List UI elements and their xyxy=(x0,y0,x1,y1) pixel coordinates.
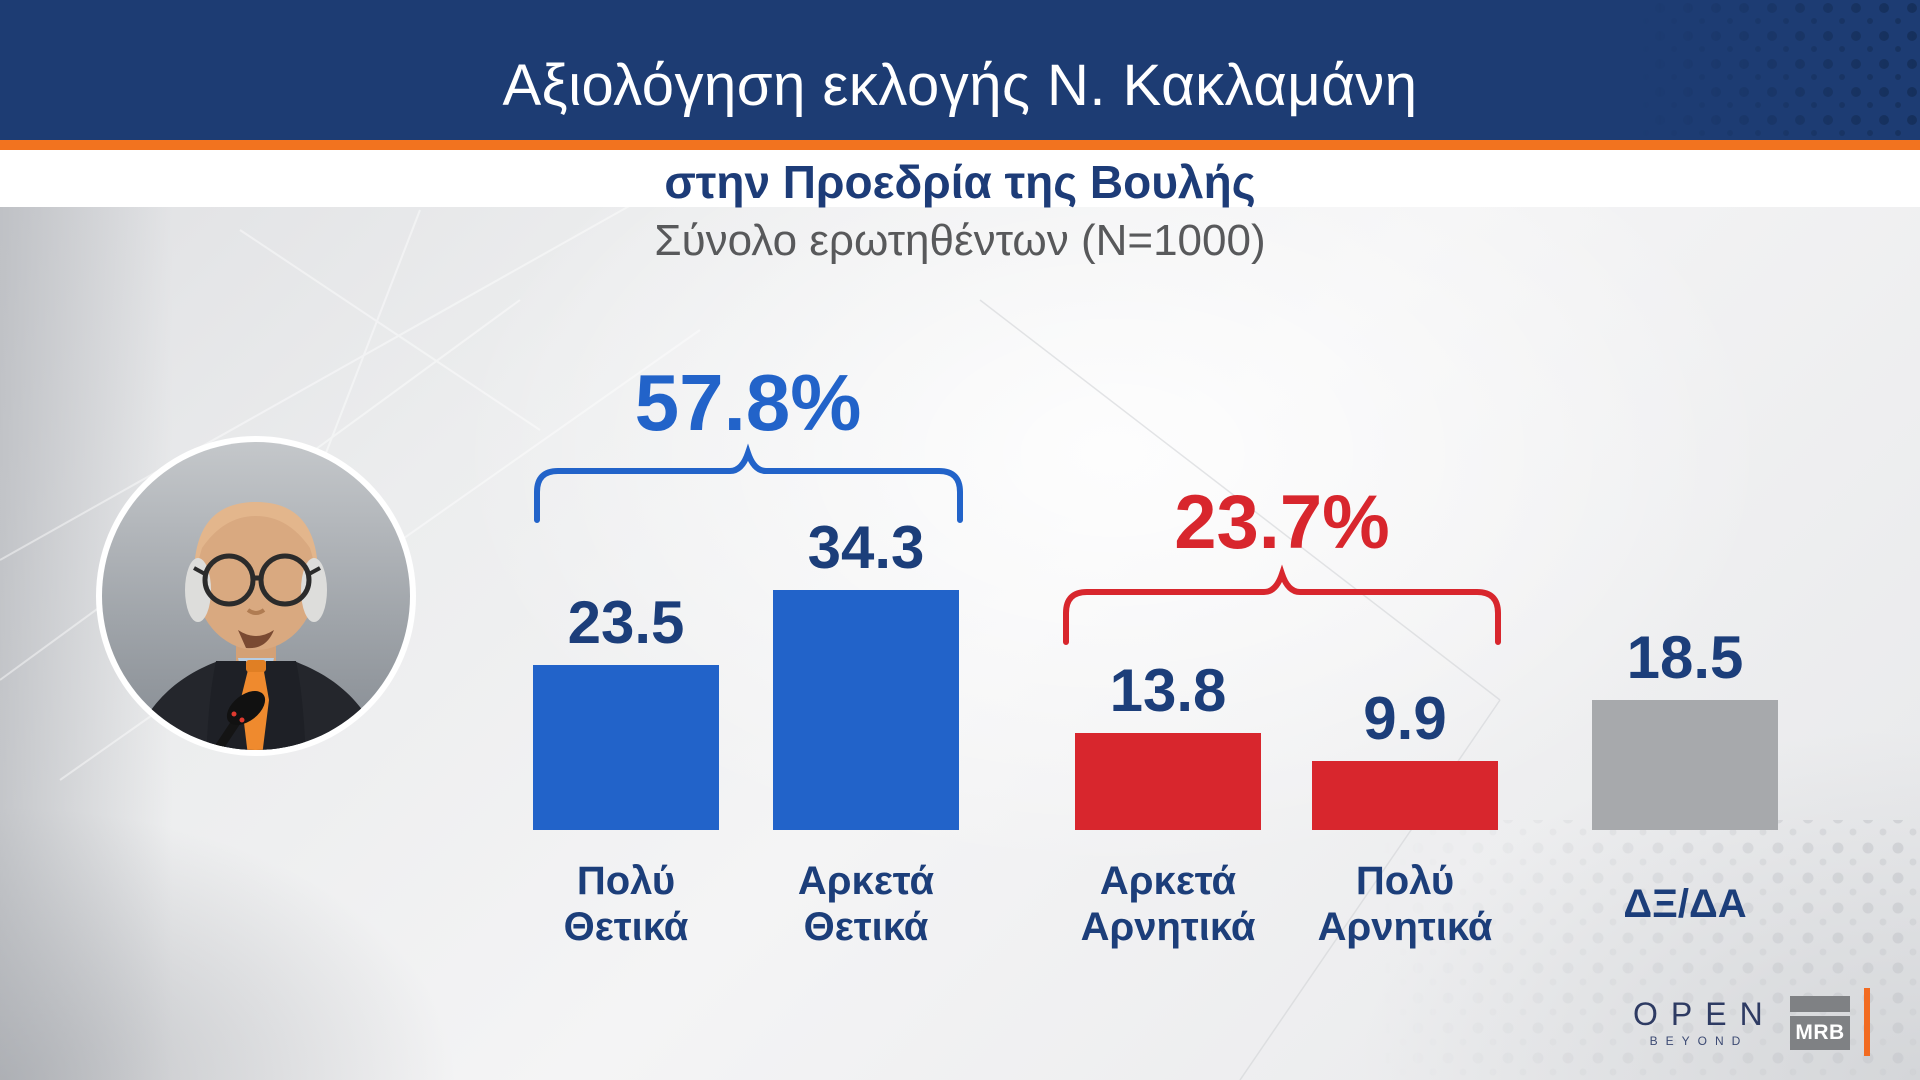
open-logo-word: OPEN xyxy=(1633,996,1776,1032)
bar-label-quite-negative: Αρκετά Αρνητικά xyxy=(1080,859,1256,949)
bar-dk-da xyxy=(1592,700,1778,830)
bar-very-positive xyxy=(533,665,719,830)
header-dot-texture xyxy=(1640,0,1920,140)
open-channel-logo: OPEN BEYOND xyxy=(1620,998,1770,1048)
subtitle-band xyxy=(0,150,1920,207)
bar-label-quite-positive: Αρκετά Θετικά xyxy=(797,859,935,949)
bar-label-dk-da: ΔΞ/ΔΑ xyxy=(1623,882,1747,926)
mrb-logo-word: MRB xyxy=(1790,1016,1850,1050)
sample-size-note: Σύνολο ερωτηθέντων (N=1000) xyxy=(654,216,1266,265)
open-logo-tagline: BEYOND xyxy=(1649,1034,1749,1048)
page-subtitle: στην Προεδρία της Βουλής xyxy=(664,156,1256,208)
bar-value-quite-negative: 13.8 xyxy=(1109,657,1227,724)
positive-group-total: 57.8% xyxy=(634,358,862,447)
header-band xyxy=(0,0,1920,140)
orange-divider xyxy=(0,140,1920,150)
bar-label-very-positive: Πολύ Θετικά xyxy=(563,859,689,949)
bar-quite-negative xyxy=(1075,733,1261,830)
mrb-logo: MRB xyxy=(1790,996,1850,1050)
page-title: Αξιολόγηση εκλογής Ν. Κακλαμάνη xyxy=(502,53,1418,118)
portrait-photo xyxy=(88,428,424,764)
bar-value-quite-positive: 34.3 xyxy=(807,514,925,581)
bar-value-very-positive: 23.5 xyxy=(567,589,685,656)
bar-value-dk-da: 18.5 xyxy=(1626,624,1744,691)
orange-accent-line xyxy=(1864,988,1870,1056)
mrb-logo-bar xyxy=(1790,996,1850,1012)
microphone-icon xyxy=(203,691,266,750)
bar-very-negative xyxy=(1312,761,1498,830)
negative-group-total: 23.7% xyxy=(1174,480,1390,565)
bar-quite-positive xyxy=(773,590,959,830)
bar-value-very-negative: 9.9 xyxy=(1363,685,1447,752)
bar-label-very-negative: Πολύ Αρνητικά xyxy=(1317,859,1493,949)
